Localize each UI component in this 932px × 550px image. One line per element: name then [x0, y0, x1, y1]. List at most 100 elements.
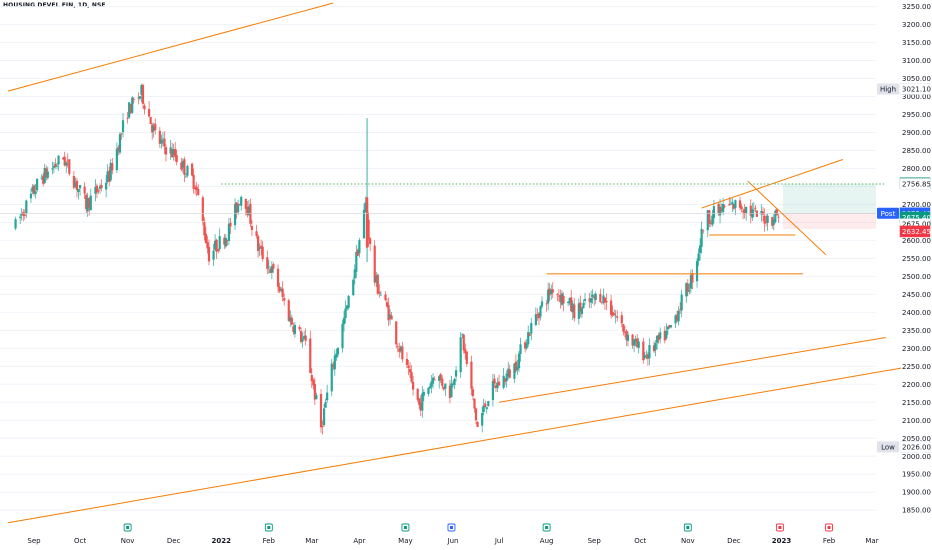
candle [212, 243, 215, 266]
candle-body [648, 345, 651, 359]
candle-body [78, 184, 82, 189]
y-tick-label: 2550.00 [902, 255, 931, 263]
candle-body [623, 332, 626, 334]
candle-body [250, 226, 254, 231]
price-tag-label-box [877, 83, 899, 95]
candle-body [249, 203, 252, 224]
candle-body [369, 238, 372, 244]
y-tick-label: 2400.00 [902, 309, 931, 317]
y-tick-label: 3000.00 [902, 93, 931, 101]
candle-body [367, 219, 370, 239]
candle [430, 375, 433, 394]
candle [180, 157, 183, 172]
candle [760, 204, 763, 222]
candle-body [652, 345, 656, 352]
candle-body [568, 298, 571, 304]
candle-body [507, 368, 510, 377]
candle [313, 377, 316, 405]
candle-body [128, 102, 131, 118]
y-tick-label: 2600.00 [902, 237, 931, 245]
candle [55, 163, 59, 170]
x-tick-label: Sep [588, 537, 602, 545]
candle [45, 165, 48, 181]
candle [292, 322, 295, 335]
candle-body [387, 304, 390, 321]
candle-body [57, 155, 60, 165]
candle-body [235, 202, 238, 213]
candle-body [745, 207, 748, 214]
candle-body [418, 398, 421, 405]
candle [613, 309, 616, 316]
candle [154, 118, 157, 135]
candle [227, 218, 231, 245]
candle [362, 203, 366, 239]
candle-body [438, 376, 441, 381]
candle [66, 153, 69, 168]
candle [171, 142, 174, 158]
candle [507, 361, 510, 380]
y-tick-label: 1900.00 [902, 489, 931, 497]
candle-body [734, 200, 737, 209]
candle-body [68, 159, 71, 174]
candle-body [19, 216, 22, 218]
candle [487, 400, 490, 407]
candle [709, 220, 712, 228]
candle-body [545, 303, 548, 305]
candle [315, 392, 318, 400]
candle [539, 305, 542, 321]
candle [764, 214, 768, 227]
candle-body [548, 288, 551, 296]
candle-body [633, 339, 636, 346]
candle-body [611, 312, 614, 316]
candle-body [63, 156, 66, 166]
candle [385, 298, 389, 308]
candle [298, 324, 301, 332]
candle [95, 183, 99, 199]
candle [571, 300, 574, 321]
candle-body [137, 97, 140, 99]
event-marker-dot [449, 526, 453, 529]
spike-candle-body [365, 197, 369, 248]
price-tag: 2632.45 [899, 225, 931, 238]
candle-body [741, 210, 745, 212]
candle [19, 214, 22, 224]
candle [65, 161, 68, 173]
candle [525, 339, 528, 351]
candle [677, 306, 680, 326]
candle-body [46, 171, 49, 178]
candle [573, 298, 576, 322]
candle-body [609, 300, 613, 315]
candle-body [580, 307, 584, 315]
candle-body [98, 186, 102, 189]
candle [233, 198, 237, 230]
candle-body [539, 306, 542, 317]
candle-body [20, 213, 23, 216]
candle-body [287, 300, 290, 321]
candle [152, 122, 155, 138]
candle-body [656, 335, 659, 343]
candle [184, 173, 188, 178]
candle [674, 314, 677, 329]
candle-body [212, 250, 215, 260]
candle [567, 301, 570, 307]
candle-body [364, 202, 367, 212]
candle [358, 237, 361, 258]
candle-body [172, 149, 175, 156]
candle-body [312, 379, 315, 386]
candle-body [777, 216, 780, 218]
candle-body [301, 338, 304, 342]
candle [732, 203, 735, 211]
candle [183, 156, 186, 183]
candle-body [105, 182, 108, 190]
candle-body [669, 325, 673, 328]
candle [706, 209, 709, 238]
candle [691, 269, 694, 290]
candle [771, 216, 774, 229]
candle [333, 349, 336, 376]
candle [775, 208, 778, 216]
candle-body [513, 363, 516, 379]
candle [387, 297, 390, 326]
candle-body [94, 186, 97, 194]
candle [353, 264, 356, 285]
